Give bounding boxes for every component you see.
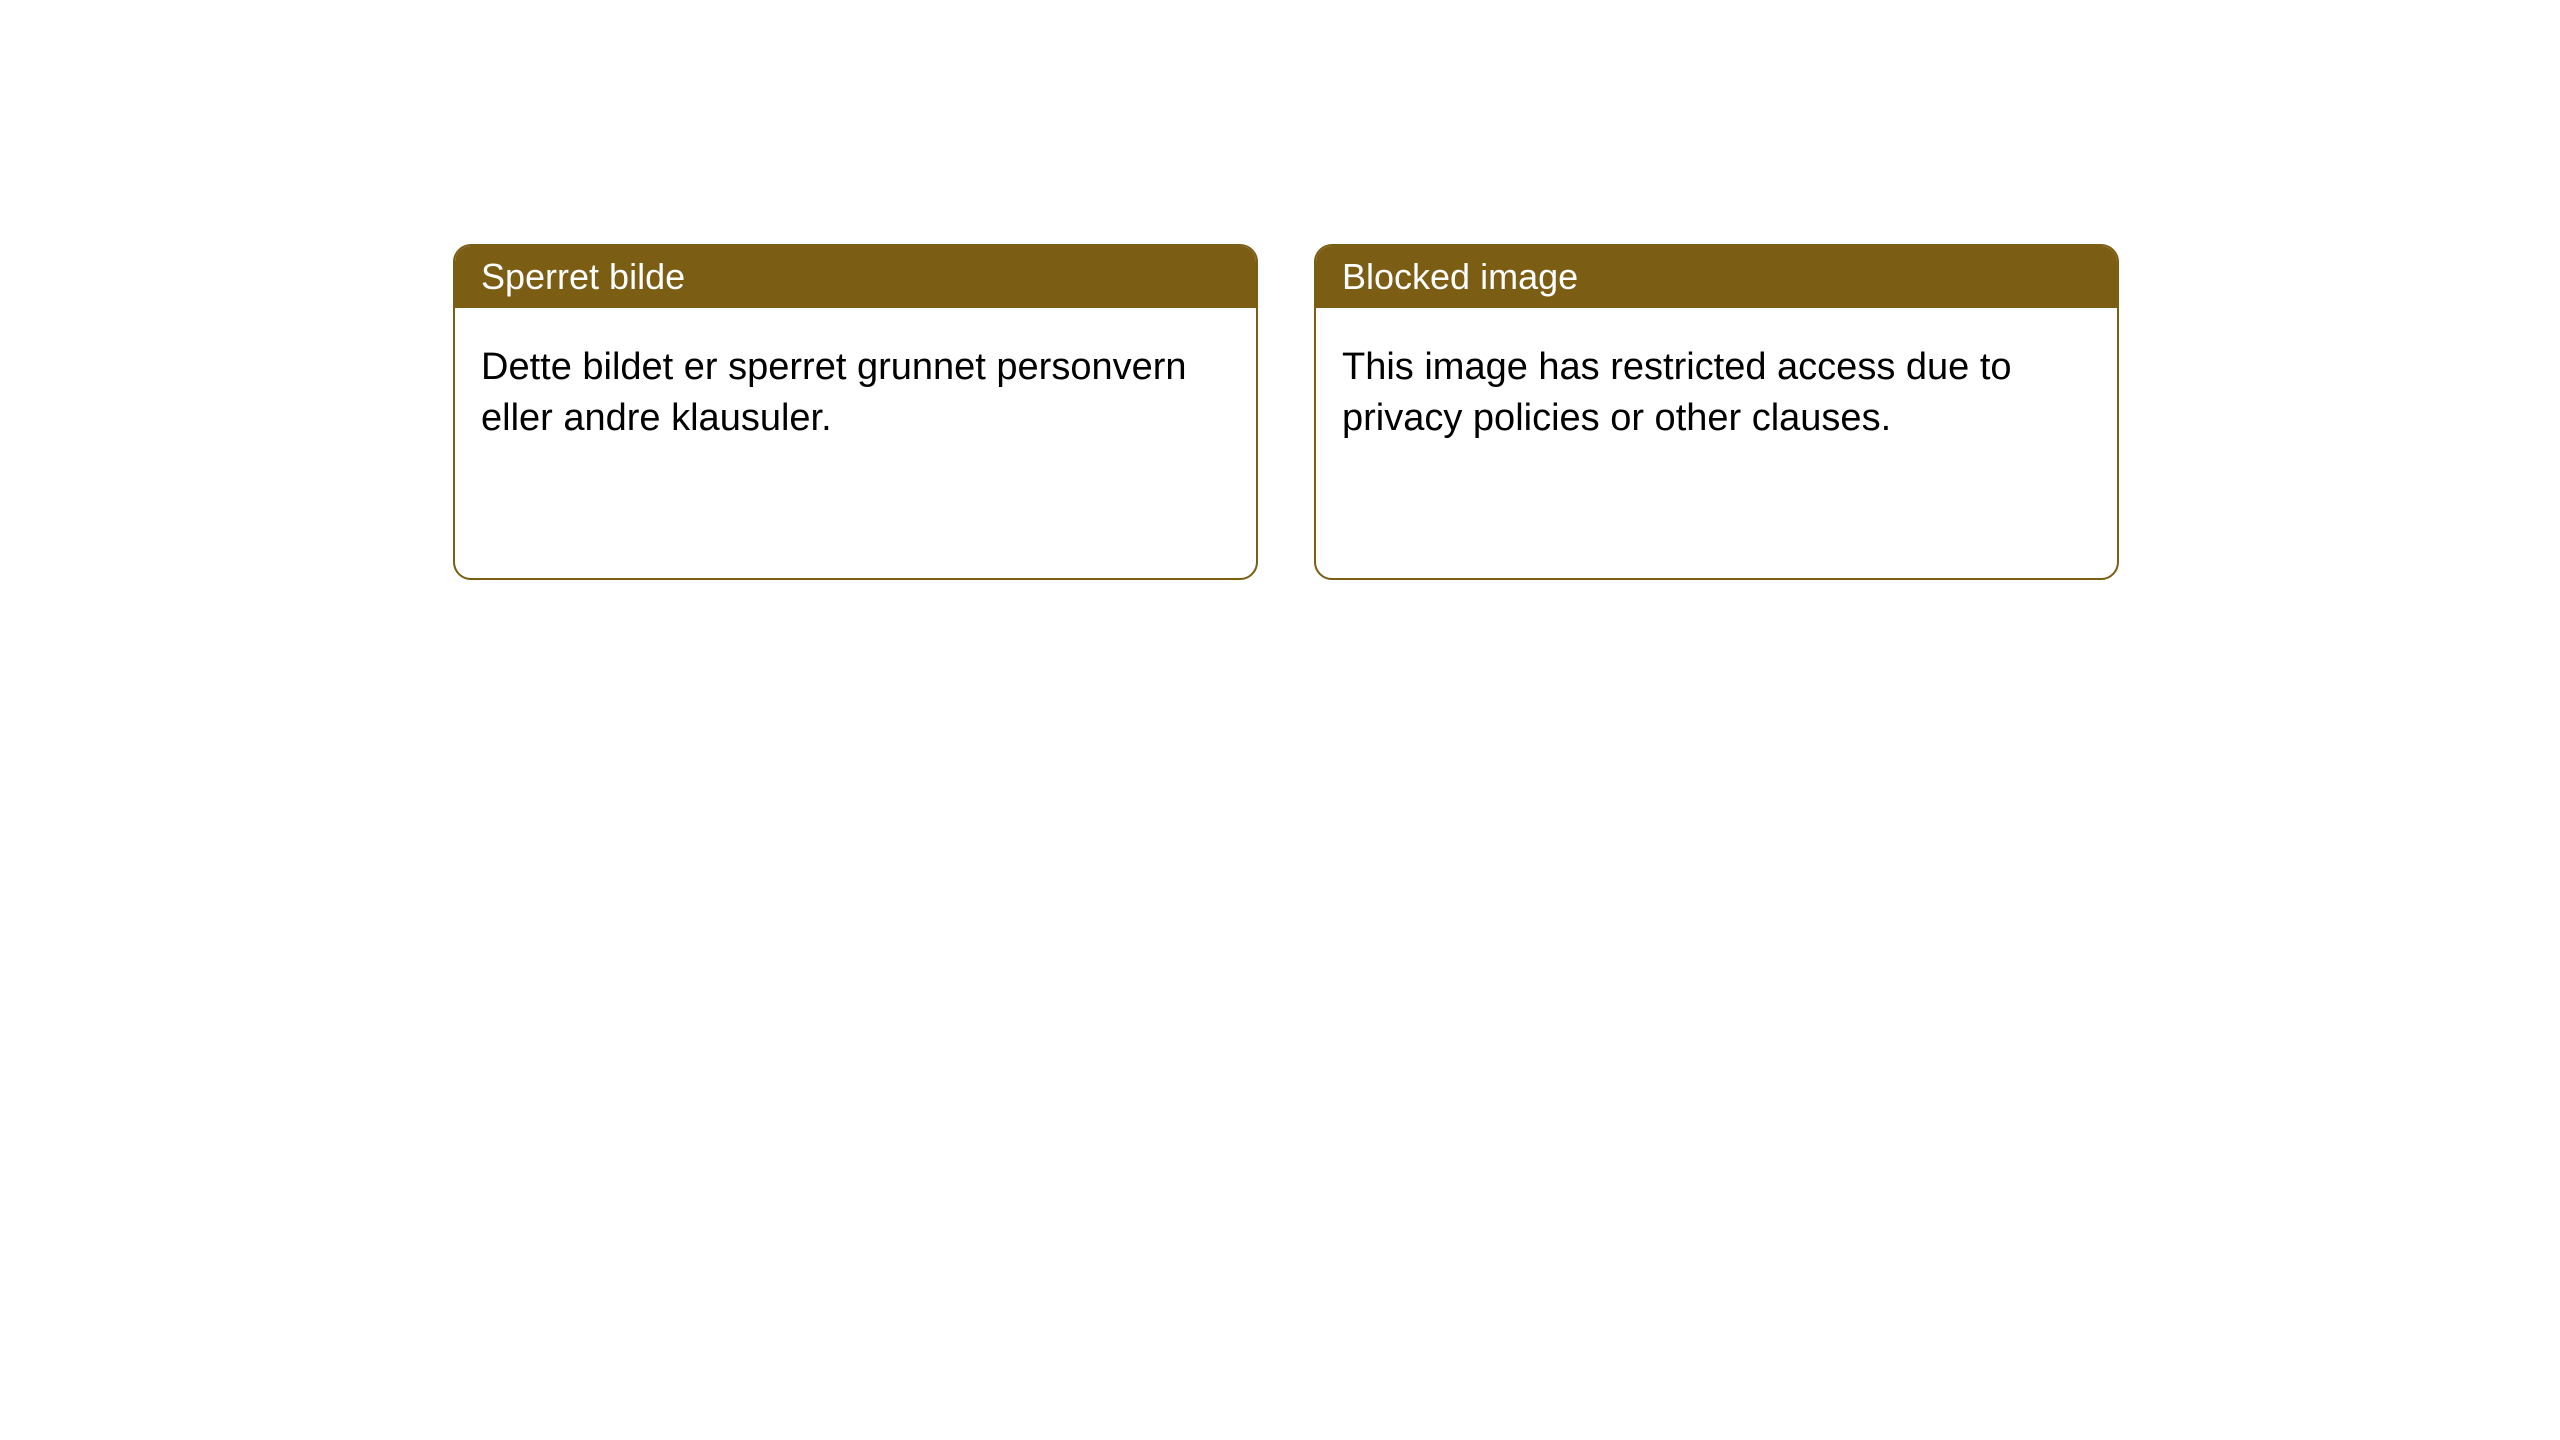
blocked-image-card-no: Sperret bilde Dette bildet er sperret gr…	[453, 244, 1258, 580]
card-header-no: Sperret bilde	[455, 246, 1256, 308]
card-body-text: Dette bildet er sperret grunnet personve…	[481, 346, 1187, 439]
card-header-en: Blocked image	[1316, 246, 2117, 308]
card-body-text: This image has restricted access due to …	[1342, 346, 2012, 439]
notice-cards-container: Sperret bilde Dette bildet er sperret gr…	[0, 0, 2560, 580]
card-body-no: Dette bildet er sperret grunnet personve…	[455, 308, 1256, 479]
blocked-image-card-en: Blocked image This image has restricted …	[1314, 244, 2119, 580]
card-header-label: Sperret bilde	[481, 256, 685, 297]
card-body-en: This image has restricted access due to …	[1316, 308, 2117, 479]
card-header-label: Blocked image	[1342, 256, 1578, 297]
